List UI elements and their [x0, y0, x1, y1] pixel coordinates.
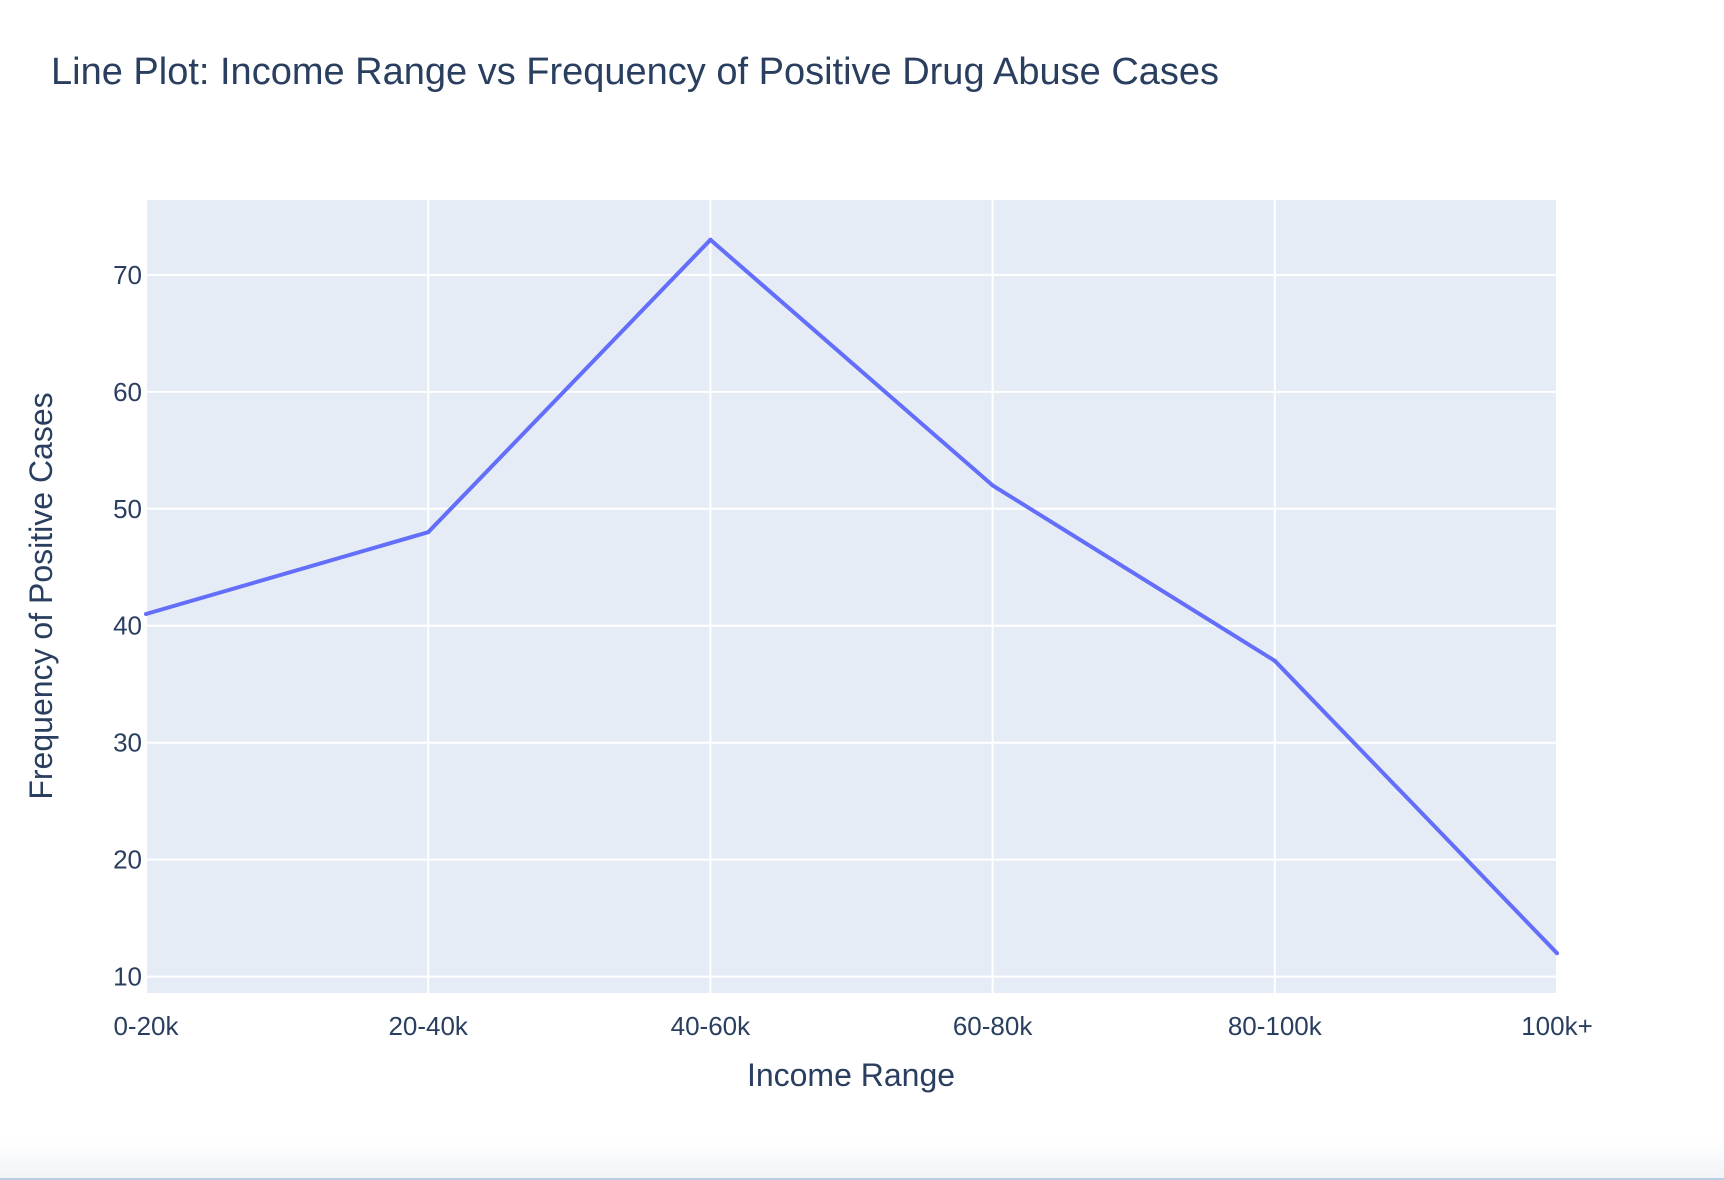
y-tick-label: 10: [113, 962, 142, 992]
x-tick-label: 80-100k: [1228, 1011, 1323, 1041]
y-axis-title: Frequency of Positive Cases: [23, 392, 59, 799]
x-tick-label: 40-60k: [671, 1011, 751, 1041]
data-point: [990, 483, 995, 488]
y-tick-label: 60: [113, 377, 142, 407]
data-point: [1555, 951, 1559, 956]
x-tick-labels: 0-20k 20-40k 40-60k 60-80k 80-100k 100k+: [113, 1011, 1592, 1041]
x-tick-label: 60-80k: [953, 1011, 1033, 1041]
series-line: [145, 237, 1559, 955]
y-tick-label: 20: [113, 845, 142, 875]
y-tick-label: 70: [113, 260, 142, 290]
x-tick-label: 20-40k: [388, 1011, 468, 1041]
x-axis-title: Income Range: [747, 1057, 955, 1093]
data-point: [426, 530, 431, 535]
x-tick-label: 100k+: [1521, 1011, 1593, 1041]
x-gridlines: [145, 200, 1558, 993]
chart-title: Line Plot: Income Range vs Frequency of …: [51, 51, 1219, 93]
data-point: [1272, 658, 1277, 663]
data-point: [144, 612, 148, 617]
window-bottom-edge: [0, 1140, 1724, 1180]
y-tick-label: 50: [113, 494, 142, 524]
y-tick-label: 30: [113, 728, 142, 758]
x-tick-label: 0-20k: [113, 1011, 179, 1041]
y-tick-labels: 10 20 30 40 50 60 70: [113, 260, 142, 992]
y-tick-label: 40: [113, 611, 142, 641]
plot-area: [146, 200, 1557, 993]
data-point: [708, 237, 713, 242]
series-layer: [144, 237, 1559, 956]
y-gridlines: [146, 273, 1557, 978]
